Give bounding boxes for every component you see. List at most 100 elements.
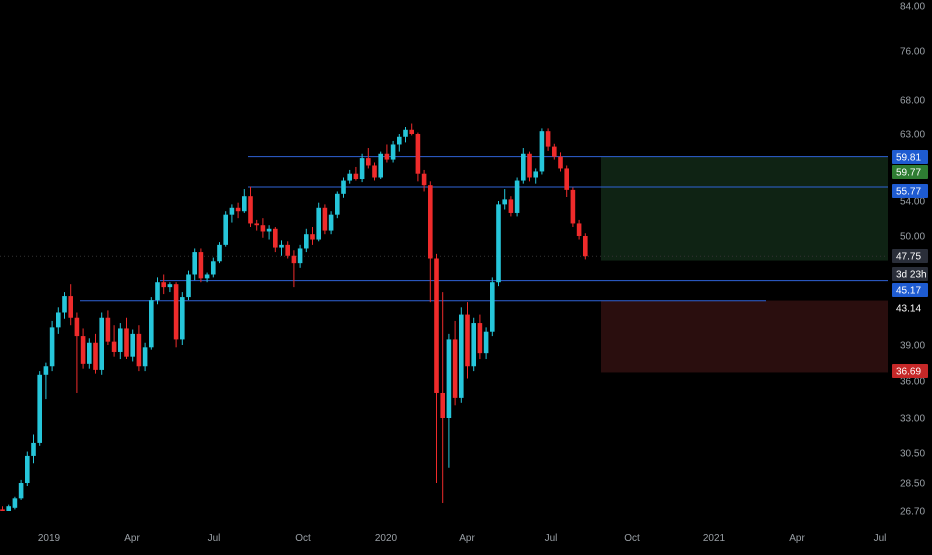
candle-body [260, 225, 266, 232]
time-tick-label: Apr [789, 533, 805, 544]
candle-body [490, 282, 495, 332]
price-badge [892, 267, 928, 281]
candle-body [570, 189, 576, 224]
candle-body [105, 317, 111, 342]
candle-body [421, 173, 427, 186]
candle-body [136, 333, 142, 367]
price-badge-label: 36.69 [896, 367, 921, 378]
candle-body [56, 312, 61, 328]
candle-body [111, 341, 117, 352]
time-tick-label: Apr [459, 533, 475, 544]
candle-body [564, 168, 569, 190]
candle-body [49, 327, 55, 367]
candle-body [167, 284, 173, 288]
time-tick-label: Oct [295, 533, 311, 544]
candles [0, 123, 588, 511]
time-tick-label: Apr [124, 533, 140, 544]
candle-body [322, 207, 328, 231]
price-badge [892, 283, 928, 297]
candle-body [533, 171, 538, 178]
price-tick-label: 68.00 [900, 96, 925, 107]
time-tick-label: Jul [208, 533, 221, 544]
candle-body [68, 296, 73, 318]
candle-body [328, 214, 334, 231]
candle-body [527, 153, 532, 178]
candle-body [446, 339, 452, 418]
candle-body [576, 223, 582, 236]
candle-body [390, 144, 396, 160]
time-axis[interactable]: 2019 Apr Jul Oct 2020 Apr Jul Oct 2021 Apr Jul [38, 533, 887, 544]
candle-body [372, 165, 377, 178]
price-badge [892, 184, 928, 198]
candle-body [217, 244, 222, 262]
target-zone [601, 156, 888, 261]
price-tick-label: 28.50 [900, 479, 925, 490]
time-tick-label: 2019 [38, 533, 61, 544]
candle-body [192, 252, 197, 275]
price-badge-label: 47.75 [896, 252, 921, 263]
candle-body [173, 284, 179, 340]
price-tick-label: 76.00 [900, 47, 925, 58]
price-tick-label: 26.70 [900, 507, 925, 518]
candle-body [341, 180, 346, 194]
candle-body [6, 506, 11, 511]
price-badge-label: 59.81 [896, 153, 921, 164]
time-tick-label: Oct [624, 533, 640, 544]
candle-body [347, 173, 352, 181]
candle-body [378, 153, 383, 178]
price-tick-label: 30.50 [900, 449, 925, 460]
price-tick-label: 36.00 [900, 377, 925, 388]
candle-body [93, 342, 98, 370]
stop-zone [601, 300, 888, 373]
candle-body [316, 207, 321, 240]
candle-body [409, 129, 414, 134]
candle-body [583, 236, 588, 257]
candle-body [149, 300, 154, 348]
price-badge-label: 45.17 [896, 286, 921, 297]
candle-body [452, 339, 458, 398]
price-tick-label: 54.00 [900, 197, 925, 208]
candle-body [204, 274, 210, 279]
candle-body [291, 255, 297, 264]
candle-body [31, 442, 36, 456]
candle-body [266, 228, 272, 232]
candle-body [223, 214, 228, 245]
position-zones [601, 156, 888, 373]
candle-body [80, 336, 86, 364]
candle-body [285, 244, 290, 256]
candle-body [403, 129, 408, 137]
price-tick-label: 50.00 [900, 232, 925, 243]
candle-body [521, 153, 526, 181]
price-badge [892, 364, 928, 378]
candle-body [118, 328, 123, 352]
candle-body [415, 134, 421, 174]
candle-body [297, 248, 303, 264]
candle-body [0, 509, 5, 511]
candle-body [335, 193, 340, 215]
candle-body [25, 455, 30, 483]
candle-body [483, 331, 489, 354]
candle-body [558, 156, 563, 169]
candle-body [99, 317, 104, 370]
candle-body [539, 131, 545, 172]
price-badge-label: 43.14 [896, 304, 921, 315]
price-tick-label: 63.00 [900, 130, 925, 141]
price-badge-label: 3d 23h [896, 270, 927, 281]
candle-body [74, 317, 80, 337]
candle-body [428, 185, 433, 259]
candle-body [459, 314, 464, 398]
candle-body [496, 204, 501, 283]
price-axis[interactable]: 84.00 76.00 68.00 63.00 54.00 50.00 39.00 36.00… [900, 2, 925, 518]
price-labels: 59.81 59.77 55.77 47.75 3d 23h 45.17 43.14 36.6… [892, 150, 928, 378]
candle-body [130, 333, 135, 357]
candle-body [384, 153, 390, 160]
candle-body [180, 297, 185, 340]
candle-body [87, 342, 92, 364]
candle-body [242, 196, 247, 212]
candle-body [471, 323, 476, 367]
candle-body [359, 158, 365, 180]
candle-body [304, 234, 309, 249]
candle-body [366, 158, 371, 166]
